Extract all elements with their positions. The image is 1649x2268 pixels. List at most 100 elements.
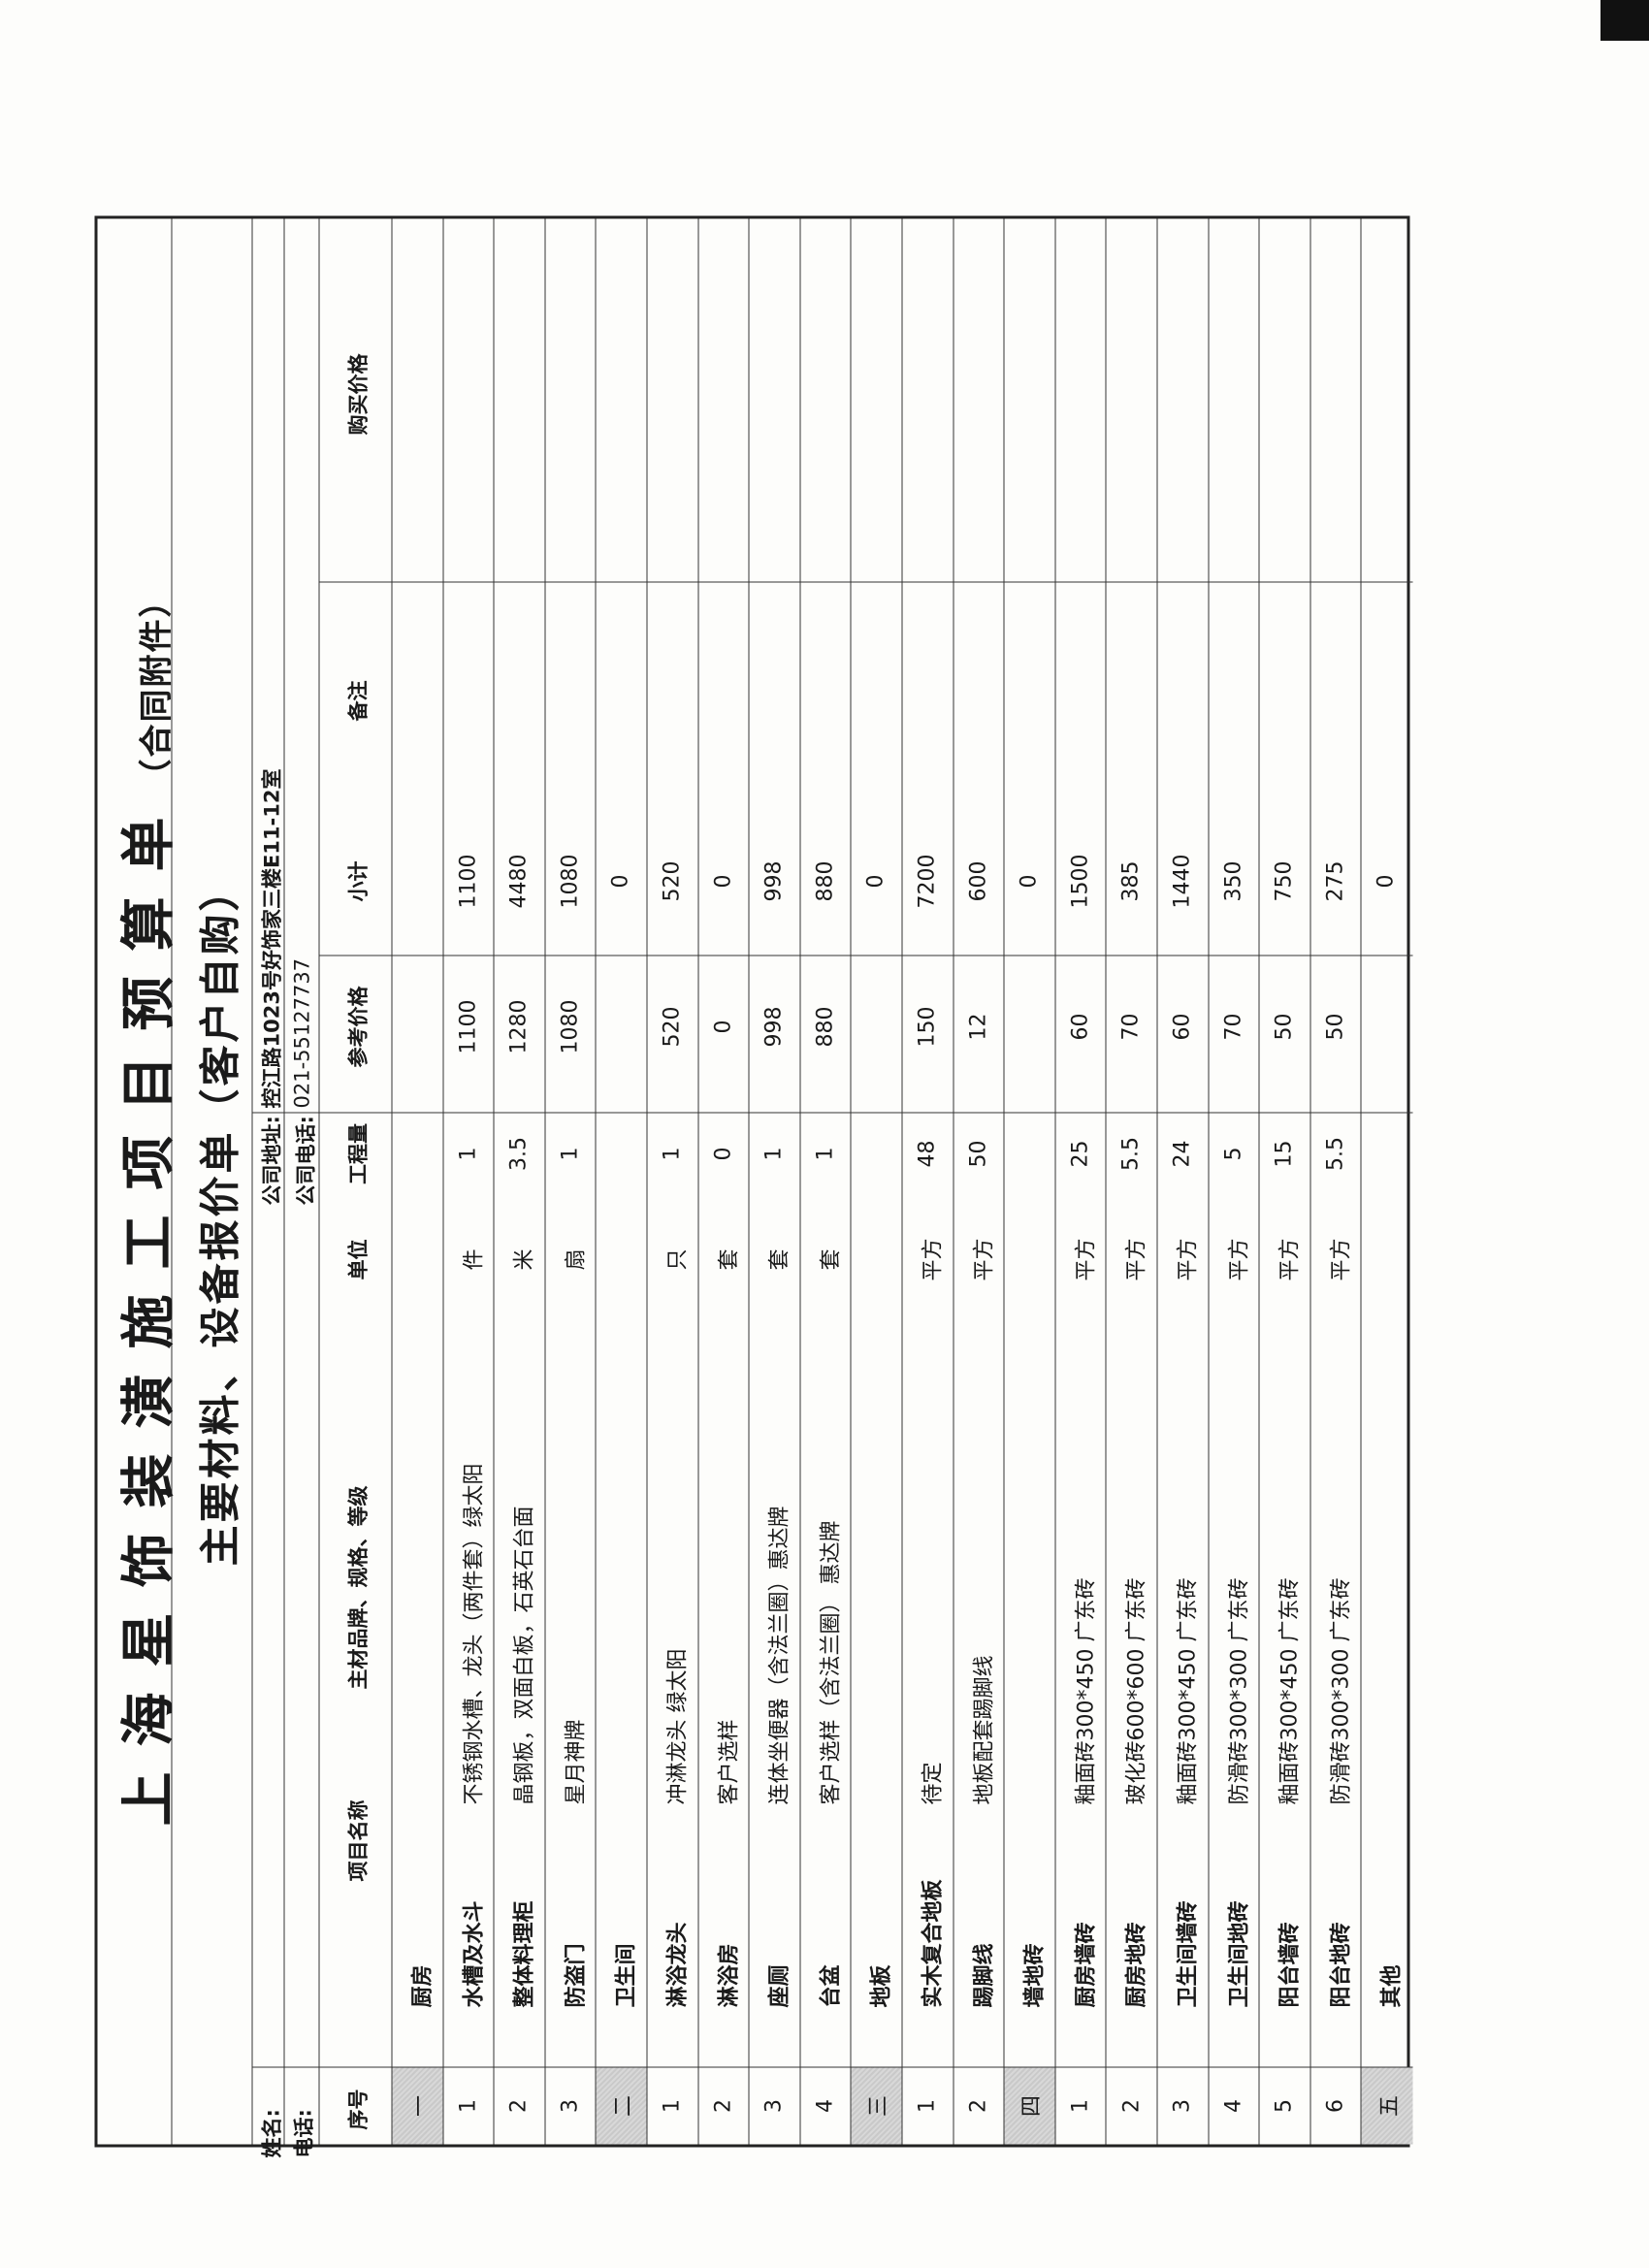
item-price: 998 bbox=[761, 1006, 787, 1048]
item-price: 150 bbox=[915, 1006, 940, 1048]
item-name: 台盆 bbox=[819, 1964, 844, 2008]
item-unit: 平方 bbox=[1329, 1238, 1354, 1281]
item-unit: 套 bbox=[767, 1248, 792, 1271]
table-row: 2 厨房地砖 玻化砖600*600 广东砖 平方 5.5 70 385 bbox=[1106, 218, 1158, 2145]
item-price: 1080 bbox=[558, 999, 583, 1054]
header-spec: 主材品牌、规格、等级 bbox=[346, 1485, 371, 1690]
item-spec: 釉面砖300*450 广东砖 bbox=[1176, 1577, 1201, 1805]
item-qty: 1 bbox=[456, 1147, 481, 1161]
table-row: 1 厨房墙砖 釉面砖300*450 广东砖 平方 25 60 1500 bbox=[1055, 218, 1107, 2145]
table-header: 序号 项目名称 主材品牌、规格、等级 单位 工程量 参考价格 小计 备注 购买价… bbox=[319, 218, 393, 2145]
item-unit: 平方 bbox=[1277, 1238, 1303, 1281]
item-qty: 5.5 bbox=[1118, 1137, 1144, 1171]
item-unit: 套 bbox=[819, 1248, 844, 1271]
item-spec: 地板配套踢脚线 bbox=[972, 1655, 997, 1805]
item-subtotal: 385 bbox=[1118, 860, 1144, 902]
item-price: 1100 bbox=[456, 999, 481, 1054]
item-spec: 连体坐便器（含法兰圈）惠达牌 bbox=[767, 1506, 792, 1805]
item-price: 880 bbox=[813, 1006, 838, 1048]
item-subtotal: 0 bbox=[608, 874, 633, 889]
item-spec: 待定 bbox=[921, 1762, 946, 1805]
item-subtotal: 880 bbox=[813, 860, 838, 902]
item-subtotal: 275 bbox=[1323, 860, 1348, 902]
header-price: 参考价格 bbox=[346, 986, 371, 1068]
customer-name-label: 姓名: bbox=[260, 2109, 284, 2158]
table-row: 2 踢脚线 地板配套踢脚线 平方 50 12 600 bbox=[954, 218, 1005, 2145]
item-number: 4 bbox=[813, 2099, 838, 2113]
item-number: 一 bbox=[392, 2067, 443, 2145]
item-qty: 3.5 bbox=[506, 1137, 532, 1171]
item-subtotal: 1080 bbox=[558, 854, 583, 909]
item-unit: 件 bbox=[462, 1248, 487, 1271]
item-name: 阳台地砖 bbox=[1329, 1922, 1354, 2008]
company-address: 控江路1023号好饰家三楼E11-12室 bbox=[260, 768, 284, 1109]
item-number: 6 bbox=[1323, 2099, 1348, 2113]
item-number: 二 bbox=[596, 2067, 647, 2145]
item-qty: 48 bbox=[915, 1140, 940, 1168]
item-price: 70 bbox=[1118, 1013, 1144, 1041]
item-subtotal: 0 bbox=[711, 874, 736, 889]
company-phone: 021-55127737 bbox=[290, 957, 314, 1109]
item-spec: 客户选样（含法兰圈） 惠达牌 bbox=[819, 1520, 844, 1805]
item-unit: 只 bbox=[665, 1248, 691, 1271]
item-qty: 1 bbox=[558, 1147, 583, 1161]
item-spec: 晶钢板，双面白板，石英石台面 bbox=[512, 1506, 537, 1805]
item-qty: 0 bbox=[711, 1147, 736, 1161]
item-unit: 平方 bbox=[1176, 1238, 1201, 1281]
item-number: 3 bbox=[1170, 2099, 1195, 2113]
subtitle-row: 主要材料、设备报价单（客户自购） bbox=[172, 218, 253, 2145]
item-unit: 扇 bbox=[564, 1248, 589, 1271]
item-price: 0 bbox=[711, 1020, 736, 1034]
item-subtotal: 0 bbox=[1017, 874, 1042, 889]
table-row: 3 座厕 连体坐便器（含法兰圈）惠达牌 套 1 998 998 bbox=[749, 218, 801, 2145]
item-unit: 平方 bbox=[921, 1238, 946, 1281]
table-row: 5 阳台墙砖 釉面砖300*450 广东砖 平方 15 50 750 bbox=[1259, 218, 1311, 2145]
item-number: 2 bbox=[966, 2099, 991, 2113]
item-subtotal: 0 bbox=[863, 874, 889, 889]
item-number: 4 bbox=[1221, 2099, 1246, 2113]
document-subtitle: 主要材料、设备报价单（客户自购） bbox=[196, 867, 244, 1567]
item-name: 卫生间地砖 bbox=[1227, 1900, 1251, 2008]
item-number: 3 bbox=[761, 2099, 787, 2113]
section-row: 五 其他 0 bbox=[1361, 219, 1413, 2145]
title-row: 上海星饰装潢施工项目预算单（合同附件） bbox=[97, 218, 181, 2145]
item-name: 整体料理柜 bbox=[512, 1900, 537, 2008]
item-name: 水槽及水斗 bbox=[462, 1900, 487, 2008]
company-phone-label: 公司电话: bbox=[294, 1116, 318, 1206]
table-row: 2 淋浴房 客户选样 套 0 0 0 bbox=[698, 218, 750, 2145]
item-name: 墙地砖 bbox=[1022, 1943, 1048, 2008]
item-name: 踢脚线 bbox=[972, 1943, 997, 2008]
scanner-edge bbox=[1600, 0, 1649, 41]
item-qty: 5 bbox=[1221, 1147, 1245, 1161]
item-spec: 星月神牌 bbox=[564, 1719, 589, 1805]
item-name: 厨房地砖 bbox=[1124, 1922, 1149, 2008]
item-price: 520 bbox=[660, 1006, 685, 1048]
item-number: 3 bbox=[558, 2099, 583, 2113]
item-name: 卫生间墙砖 bbox=[1176, 1900, 1201, 2008]
item-subtotal: 350 bbox=[1221, 860, 1245, 902]
item-qty: 25 bbox=[1068, 1140, 1093, 1168]
table-row: 1 淋浴龙头 冲淋龙头 绿太阳 只 1 520 520 bbox=[647, 218, 699, 2145]
item-subtotal: 7200 bbox=[915, 854, 940, 909]
item-subtotal: 520 bbox=[660, 860, 685, 902]
header-item: 项目名称 bbox=[346, 1799, 371, 1882]
item-name: 卫生间 bbox=[614, 1943, 639, 2008]
item-price: 60 bbox=[1068, 1013, 1093, 1041]
table-row: 2 整体料理柜 晶钢板，双面白板，石英石台面 米 3.5 1280 4480 bbox=[494, 218, 546, 2145]
item-unit: 套 bbox=[717, 1248, 742, 1271]
item-qty: 15 bbox=[1272, 1140, 1297, 1168]
item-name: 厨房 bbox=[410, 1964, 436, 2008]
item-subtotal: 4480 bbox=[506, 854, 532, 909]
header-unit: 单位 bbox=[346, 1239, 371, 1280]
header-remark: 备注 bbox=[346, 680, 371, 722]
item-name: 其他 bbox=[1379, 1964, 1405, 2008]
section-row: 一 厨房 bbox=[392, 218, 444, 2145]
item-number: 1 bbox=[660, 2099, 685, 2113]
item-name: 厨房墙砖 bbox=[1074, 1922, 1099, 2008]
item-price: 50 bbox=[1272, 1013, 1297, 1041]
item-spec: 客户选样 bbox=[717, 1719, 742, 1805]
item-name: 座厕 bbox=[767, 1964, 792, 2008]
item-qty: 50 bbox=[966, 1140, 991, 1168]
section-row: 二 卫生间 0 bbox=[596, 218, 648, 2145]
table-row: 3 卫生间墙砖 釉面砖300*450 广东砖 平方 24 60 1440 bbox=[1157, 218, 1209, 2145]
